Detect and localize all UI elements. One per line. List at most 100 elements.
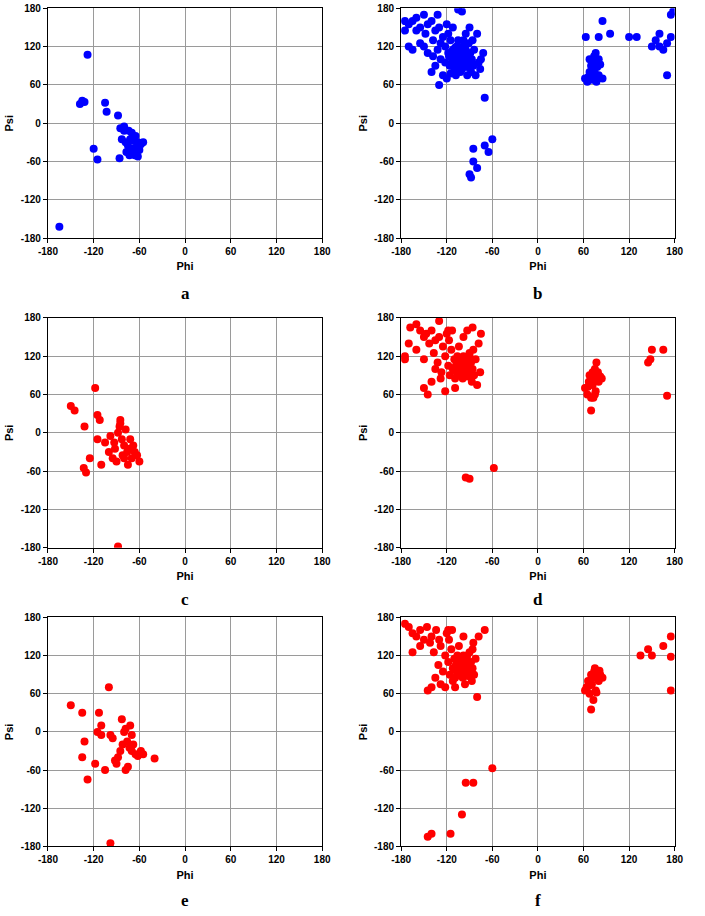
svg-text:60: 60 bbox=[225, 854, 237, 865]
svg-text:60: 60 bbox=[30, 389, 42, 400]
svg-text:-180: -180 bbox=[391, 556, 411, 567]
svg-text:60: 60 bbox=[30, 688, 42, 699]
svg-text:-120: -120 bbox=[374, 803, 394, 814]
svg-text:Psi: Psi bbox=[3, 425, 15, 442]
svg-text:-60: -60 bbox=[380, 765, 395, 776]
svg-text:a: a bbox=[181, 284, 190, 303]
svg-text:-120: -120 bbox=[374, 504, 394, 515]
svg-text:-120: -120 bbox=[437, 556, 457, 567]
svg-text:-60: -60 bbox=[26, 466, 41, 477]
svg-text:0: 0 bbox=[182, 854, 188, 865]
svg-text:-120: -120 bbox=[21, 194, 41, 205]
svg-text:-180: -180 bbox=[38, 556, 58, 567]
svg-text:120: 120 bbox=[268, 556, 285, 567]
svg-text:d: d bbox=[533, 590, 543, 609]
svg-text:60: 60 bbox=[383, 389, 395, 400]
svg-text:-60: -60 bbox=[485, 556, 500, 567]
svg-text:b: b bbox=[533, 284, 542, 303]
svg-text:-120: -120 bbox=[84, 556, 104, 567]
svg-text:180: 180 bbox=[24, 312, 41, 323]
svg-text:60: 60 bbox=[225, 246, 237, 257]
svg-text:180: 180 bbox=[24, 612, 41, 623]
svg-text:180: 180 bbox=[377, 312, 394, 323]
svg-text:120: 120 bbox=[24, 351, 41, 362]
svg-text:-60: -60 bbox=[132, 246, 147, 257]
svg-text:60: 60 bbox=[30, 79, 42, 90]
svg-text:0: 0 bbox=[182, 246, 188, 257]
svg-text:120: 120 bbox=[621, 556, 638, 567]
svg-text:-180: -180 bbox=[391, 246, 411, 257]
svg-text:0: 0 bbox=[535, 246, 541, 257]
svg-text:f: f bbox=[535, 891, 541, 910]
svg-text:-60: -60 bbox=[132, 854, 147, 865]
svg-text:120: 120 bbox=[621, 246, 638, 257]
svg-text:-180: -180 bbox=[374, 542, 394, 553]
svg-text:-180: -180 bbox=[374, 233, 394, 244]
svg-text:120: 120 bbox=[24, 650, 41, 661]
svg-text:-60: -60 bbox=[26, 156, 41, 167]
svg-text:180: 180 bbox=[666, 854, 683, 865]
svg-text:0: 0 bbox=[388, 726, 394, 737]
svg-text:180: 180 bbox=[314, 556, 331, 567]
svg-text:-180: -180 bbox=[21, 542, 41, 553]
svg-text:120: 120 bbox=[268, 246, 285, 257]
svg-text:Phi: Phi bbox=[177, 260, 194, 272]
svg-text:Phi: Phi bbox=[529, 570, 546, 582]
svg-text:0: 0 bbox=[35, 726, 41, 737]
svg-text:-180: -180 bbox=[38, 246, 58, 257]
svg-text:0: 0 bbox=[35, 427, 41, 438]
svg-text:-60: -60 bbox=[485, 854, 500, 865]
svg-text:180: 180 bbox=[377, 3, 394, 14]
svg-text:-60: -60 bbox=[132, 556, 147, 567]
svg-text:180: 180 bbox=[666, 246, 683, 257]
svg-text:0: 0 bbox=[388, 118, 394, 129]
svg-text:-180: -180 bbox=[391, 854, 411, 865]
svg-text:-120: -120 bbox=[84, 854, 104, 865]
svg-text:-120: -120 bbox=[374, 194, 394, 205]
svg-text:120: 120 bbox=[377, 351, 394, 362]
svg-text:Psi: Psi bbox=[357, 115, 369, 132]
svg-text:-120: -120 bbox=[437, 246, 457, 257]
svg-text:180: 180 bbox=[24, 3, 41, 14]
svg-text:Psi: Psi bbox=[3, 115, 15, 132]
svg-text:60: 60 bbox=[383, 79, 395, 90]
svg-text:120: 120 bbox=[377, 41, 394, 52]
svg-text:0: 0 bbox=[535, 556, 541, 567]
svg-text:e: e bbox=[181, 891, 189, 910]
svg-text:-180: -180 bbox=[21, 233, 41, 244]
svg-text:60: 60 bbox=[578, 854, 590, 865]
svg-text:120: 120 bbox=[621, 854, 638, 865]
svg-text:c: c bbox=[181, 590, 189, 609]
svg-text:-120: -120 bbox=[437, 854, 457, 865]
svg-text:0: 0 bbox=[35, 118, 41, 129]
svg-text:60: 60 bbox=[578, 246, 590, 257]
svg-text:Phi: Phi bbox=[177, 869, 194, 881]
svg-text:Psi: Psi bbox=[357, 724, 369, 741]
svg-text:0: 0 bbox=[182, 556, 188, 567]
svg-text:180: 180 bbox=[314, 854, 331, 865]
svg-text:180: 180 bbox=[666, 556, 683, 567]
svg-text:60: 60 bbox=[225, 556, 237, 567]
svg-text:180: 180 bbox=[314, 246, 331, 257]
svg-text:-180: -180 bbox=[374, 841, 394, 852]
svg-text:180: 180 bbox=[377, 612, 394, 623]
svg-text:-180: -180 bbox=[21, 841, 41, 852]
svg-text:Psi: Psi bbox=[357, 425, 369, 442]
svg-text:120: 120 bbox=[24, 41, 41, 52]
svg-text:-60: -60 bbox=[380, 156, 395, 167]
svg-text:Phi: Phi bbox=[529, 869, 546, 881]
svg-text:60: 60 bbox=[383, 688, 395, 699]
svg-text:120: 120 bbox=[377, 650, 394, 661]
svg-text:120: 120 bbox=[268, 854, 285, 865]
svg-text:Phi: Phi bbox=[177, 570, 194, 582]
svg-text:-120: -120 bbox=[21, 504, 41, 515]
svg-text:-120: -120 bbox=[84, 246, 104, 257]
svg-text:-60: -60 bbox=[380, 466, 395, 477]
svg-text:-180: -180 bbox=[38, 854, 58, 865]
svg-text:Phi: Phi bbox=[529, 260, 546, 272]
svg-text:60: 60 bbox=[578, 556, 590, 567]
svg-text:-120: -120 bbox=[21, 803, 41, 814]
svg-text:0: 0 bbox=[535, 854, 541, 865]
svg-text:-60: -60 bbox=[485, 246, 500, 257]
svg-text:Psi: Psi bbox=[3, 724, 15, 741]
